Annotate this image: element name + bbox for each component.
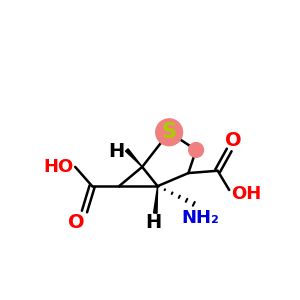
Text: HO: HO [43,158,74,176]
Text: H: H [108,142,124,161]
Text: NH₂: NH₂ [181,209,219,227]
Polygon shape [125,149,142,167]
Text: S: S [162,122,177,142]
Text: OH: OH [231,185,261,203]
Text: H: H [146,213,162,232]
Text: O: O [68,213,85,232]
Polygon shape [154,186,158,213]
Text: O: O [225,131,242,150]
Circle shape [189,142,203,158]
Circle shape [156,119,182,146]
